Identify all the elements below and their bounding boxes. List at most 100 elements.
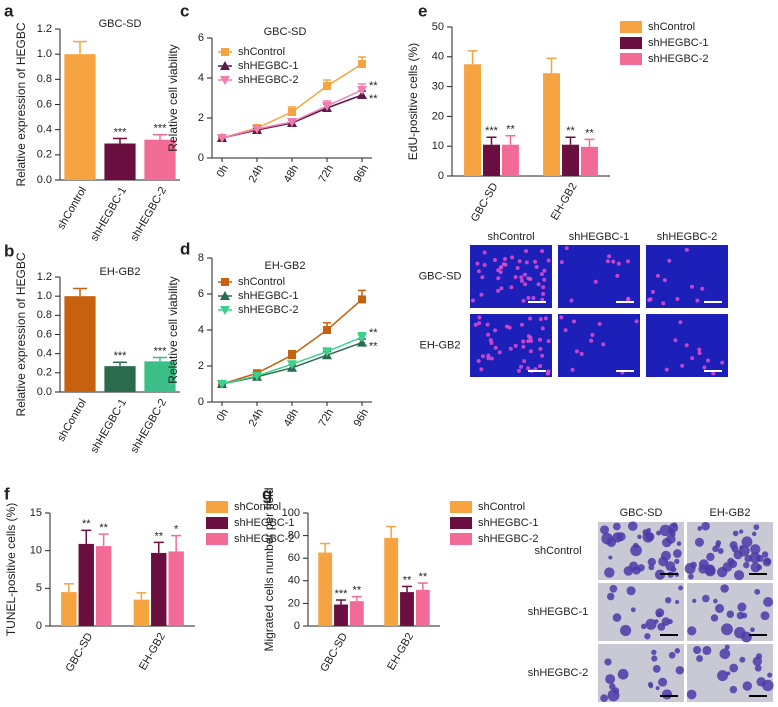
micrograph-row-label: shHEGBC-1 bbox=[528, 606, 589, 618]
y-axis-label: TUNEL-positive cells (%) bbox=[4, 503, 18, 636]
significance: *** bbox=[154, 345, 168, 357]
cell bbox=[480, 275, 485, 280]
y-tick-label: 60 bbox=[288, 552, 300, 564]
cell bbox=[701, 521, 710, 531]
cell bbox=[510, 255, 515, 260]
cell bbox=[715, 603, 725, 614]
y-tick-label: 10 bbox=[432, 140, 444, 152]
legend-marker bbox=[221, 278, 229, 286]
cell bbox=[733, 570, 745, 581]
cell bbox=[564, 246, 569, 251]
bar bbox=[64, 296, 96, 392]
cell bbox=[519, 275, 524, 280]
y-tick-label: 10 bbox=[30, 545, 42, 557]
bar bbox=[400, 592, 414, 626]
y-tick-label: 100 bbox=[282, 507, 300, 519]
y-tick-label: 4 bbox=[198, 324, 204, 336]
cell bbox=[541, 292, 546, 297]
chart-title: EH-GB2 bbox=[265, 260, 306, 272]
marker bbox=[358, 60, 366, 68]
cell bbox=[540, 297, 545, 302]
bar bbox=[415, 589, 430, 626]
y-tick-label: 5 bbox=[36, 582, 42, 594]
cell bbox=[637, 564, 645, 572]
bar bbox=[349, 601, 364, 626]
cell bbox=[678, 585, 683, 591]
cell bbox=[521, 344, 526, 349]
cell bbox=[720, 360, 725, 365]
bar bbox=[78, 543, 94, 626]
x-tick-label: 72h bbox=[317, 407, 337, 429]
cell bbox=[662, 278, 667, 283]
cell bbox=[526, 366, 531, 371]
cell bbox=[652, 665, 661, 673]
y-tick-label: 1.2 bbox=[37, 271, 52, 283]
cell bbox=[711, 371, 716, 376]
cell bbox=[761, 551, 769, 558]
cell bbox=[664, 367, 669, 372]
cell bbox=[533, 259, 538, 264]
cell bbox=[536, 282, 541, 287]
micrograph bbox=[598, 583, 684, 641]
y-axis-label: Relative cell viability bbox=[166, 276, 180, 383]
bar bbox=[318, 552, 333, 626]
bar bbox=[144, 361, 176, 392]
significance: ** bbox=[82, 518, 91, 530]
micrograph-column-label: EH-GB2 bbox=[710, 507, 751, 519]
cell bbox=[680, 363, 685, 368]
cell bbox=[521, 339, 526, 344]
cell bbox=[756, 554, 764, 563]
cell bbox=[648, 564, 655, 571]
cell bbox=[476, 359, 481, 364]
cell bbox=[628, 561, 639, 571]
marker bbox=[357, 86, 367, 95]
significance: ** bbox=[99, 522, 108, 534]
cell bbox=[489, 341, 494, 346]
cell bbox=[471, 298, 476, 303]
cell bbox=[634, 319, 639, 324]
cell bbox=[496, 288, 501, 293]
cell bbox=[632, 542, 639, 549]
y-tick-label: 20 bbox=[432, 110, 444, 122]
cell bbox=[531, 296, 536, 301]
x-tick-label: EH-GB2 bbox=[385, 631, 416, 672]
x-tick-label: shHEGBC-1 bbox=[88, 397, 129, 455]
bar bbox=[104, 366, 136, 392]
cell bbox=[600, 694, 609, 703]
legend-swatch bbox=[206, 501, 228, 513]
cell bbox=[612, 522, 621, 531]
legend-swatch bbox=[450, 533, 472, 545]
cell bbox=[620, 624, 632, 637]
cell bbox=[674, 599, 680, 605]
marker bbox=[322, 102, 332, 111]
cell bbox=[738, 529, 744, 534]
cell bbox=[493, 345, 498, 350]
x-tick-label: GBC-SD bbox=[469, 181, 501, 224]
legend-swatch bbox=[620, 53, 642, 65]
cell bbox=[702, 645, 712, 656]
cell bbox=[626, 586, 636, 596]
cell bbox=[697, 526, 703, 531]
cell bbox=[513, 275, 518, 280]
bar bbox=[501, 144, 519, 176]
cell bbox=[597, 321, 602, 326]
cell bbox=[675, 296, 680, 301]
y-tick-label: 15 bbox=[30, 507, 42, 519]
cell bbox=[647, 557, 656, 567]
cell bbox=[641, 623, 647, 630]
cell bbox=[662, 537, 672, 548]
y-axis-label: EdU-positive cells (%) bbox=[406, 43, 420, 160]
cell bbox=[693, 645, 702, 655]
cell bbox=[616, 532, 626, 542]
y-tick-label: 50 bbox=[432, 21, 444, 33]
significance: ** bbox=[419, 571, 428, 583]
chart-title: EH-GB2 bbox=[100, 266, 141, 278]
bar bbox=[144, 139, 176, 180]
cell bbox=[543, 316, 548, 321]
cell bbox=[522, 272, 527, 277]
cell bbox=[559, 260, 564, 265]
bar bbox=[61, 592, 77, 626]
cell bbox=[710, 614, 719, 622]
cell bbox=[702, 594, 710, 603]
significance: ** bbox=[585, 127, 594, 139]
